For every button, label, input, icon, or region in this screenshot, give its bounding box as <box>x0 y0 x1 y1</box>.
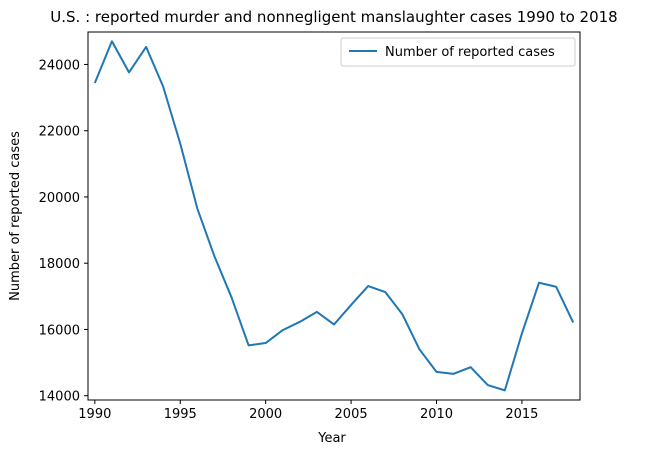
data-point <box>111 40 113 42</box>
legend-box <box>340 37 576 67</box>
x-tick-label: 2015 <box>505 407 538 422</box>
y-tick-label: 14000 <box>39 390 80 405</box>
plot-frame <box>87 31 581 401</box>
data-point <box>248 344 250 346</box>
data-point <box>401 313 403 315</box>
data-point <box>521 332 523 334</box>
data-point <box>196 208 198 210</box>
data-point <box>436 371 438 373</box>
data-point <box>418 348 420 350</box>
data-point <box>179 143 181 145</box>
data-point <box>487 384 489 386</box>
series-layer <box>93 40 575 392</box>
y-axis: 14000 16000 18000 20000 22000 24000 <box>39 58 88 405</box>
data-point <box>128 71 130 73</box>
x-tick-label: 1995 <box>164 407 197 422</box>
chart-title: U.S. : reported murder and nonnegligent … <box>50 8 617 26</box>
x-tick-label: 2005 <box>335 407 368 422</box>
data-point <box>367 285 369 287</box>
x-tick-label: 2000 <box>249 407 282 422</box>
data-point <box>538 282 540 284</box>
x-axis: 1990 1995 2000 2005 2010 2015 <box>78 400 538 422</box>
x-axis-label: Year <box>317 431 346 446</box>
x-tick-label: 1990 <box>78 407 111 422</box>
data-point <box>145 46 147 48</box>
data-point <box>316 311 318 313</box>
series-line <box>93 40 575 392</box>
plot-area: 1990 1995 2000 2005 2010 2015 14000 16000 18000… <box>39 31 581 422</box>
data-point <box>504 389 506 391</box>
y-tick-label: 20000 <box>39 191 80 206</box>
y-tick-label: 16000 <box>39 323 80 338</box>
data-point <box>231 296 233 298</box>
data-point <box>555 286 557 288</box>
data-point <box>265 342 267 344</box>
data-point <box>470 366 472 368</box>
x-tick-label: 2010 <box>420 407 453 422</box>
data-point <box>299 321 301 323</box>
y-tick-label: 18000 <box>39 257 80 272</box>
y-tick-label: 24000 <box>39 58 80 73</box>
y-tick-label: 22000 <box>39 125 80 140</box>
data-point <box>572 321 574 323</box>
data-point <box>162 86 164 88</box>
legend-label: Number of reported cases <box>385 45 555 60</box>
data-point <box>213 255 215 257</box>
legend: Number of reported cases <box>340 37 576 67</box>
data-point <box>94 82 96 84</box>
data-point <box>384 291 386 293</box>
y-axis-label: Number of reported cases <box>8 131 23 301</box>
data-point <box>350 304 352 306</box>
data-point <box>282 329 284 331</box>
data-point <box>333 323 335 325</box>
data-point <box>453 373 455 375</box>
